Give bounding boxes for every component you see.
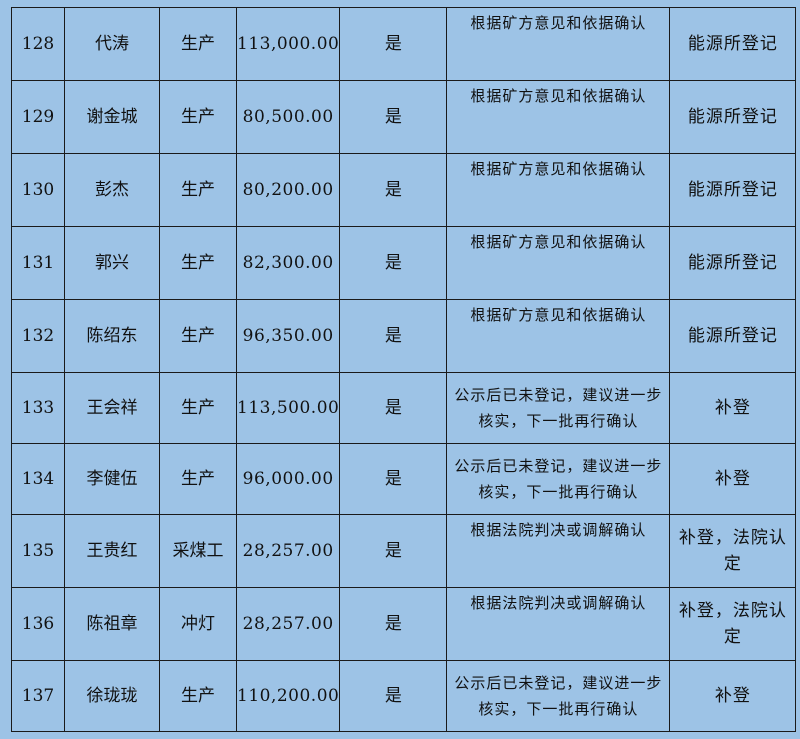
- cell-note: 根据法院判决或调解确认: [446, 587, 671, 661]
- table-row: 128 代涛 生产 113,000.00 是根据矿方意见和依据确认 能源所登记: [11, 7, 797, 81]
- cell-confirmed-flag: 是: [339, 372, 448, 444]
- cell-row-number: 134: [11, 443, 65, 515]
- cell-amount: 110,200.00: [235, 660, 341, 732]
- table-row: 136 陈祖章 冲灯 28,257.00 是根据法院判决或调解确认 补登，法院认定: [11, 587, 797, 661]
- cell-row-number: 133: [11, 372, 65, 444]
- cell-person-name: 郭兴: [64, 226, 160, 300]
- cell-confirmed-flag: 是: [339, 153, 448, 227]
- cell-note: 根据矿方意见和依据确认: [446, 299, 671, 373]
- cell-remark: 能源所登记: [669, 226, 797, 300]
- cell-job-type: 生产: [159, 226, 237, 300]
- cell-job-type: 生产: [159, 372, 237, 444]
- cell-job-type: 生产: [159, 7, 237, 81]
- cell-note: 根据矿方意见和依据确认: [446, 153, 671, 227]
- cell-job-type: 采煤工: [159, 514, 237, 588]
- cell-row-number: 137: [11, 660, 65, 732]
- table-row: 130 彭杰 生产 80,200.00 是根据矿方意见和依据确认 能源所登记: [11, 153, 797, 227]
- cell-note: 根据矿方意见和依据确认: [446, 226, 671, 300]
- cell-job-type: 生产: [159, 299, 237, 373]
- cell-confirmed-flag: 是: [339, 7, 448, 81]
- cell-note: 公示后已未登记，建议进一步核实，下一批再行确认: [446, 660, 671, 732]
- cell-confirmed-flag: 是: [339, 587, 448, 661]
- cell-amount: 96,350.00: [235, 299, 341, 373]
- cell-row-number: 129: [11, 80, 65, 154]
- cell-row-number: 132: [11, 299, 65, 373]
- table-row: 132 陈绍东 生产 96,350.00 是根据矿方意见和依据确认 能源所登记: [11, 299, 797, 373]
- cell-remark: 补登: [669, 660, 797, 732]
- cell-amount: 113,500.00: [235, 372, 341, 444]
- cell-row-number: 130: [11, 153, 65, 227]
- cell-note: 公示后已未登记，建议进一步核实，下一批再行确认: [446, 372, 671, 444]
- cell-amount: 28,257.00: [235, 514, 341, 588]
- cell-amount: 80,500.00: [235, 80, 341, 154]
- cell-amount: 113,000.00: [235, 7, 341, 81]
- cell-person-name: 彭杰: [64, 153, 160, 227]
- table-row: 131 郭兴 生产 82,300.00 是根据矿方意见和依据确认 能源所登记: [11, 226, 797, 300]
- table-row: 134 李健伍 生产 96,000.00 是公示后已未登记，建议进一步核实，下一批再行确…: [11, 443, 797, 515]
- table-row: 137 徐珑珑 生产 110,200.00 是公示后已未登记，建议进一步核实，下一批再行…: [11, 660, 797, 732]
- cell-note: 根据矿方意见和依据确认: [446, 80, 671, 154]
- cell-job-type: 生产: [159, 660, 237, 732]
- table-row: 133 王会祥 生产 113,500.00 是公示后已未登记，建议进一步核实，下一批再行…: [11, 372, 797, 444]
- cell-person-name: 陈绍东: [64, 299, 160, 373]
- cell-remark: 补登: [669, 372, 797, 444]
- cell-remark: 补登: [669, 443, 797, 515]
- cell-amount: 82,300.00: [235, 226, 341, 300]
- cell-confirmed-flag: 是: [339, 80, 448, 154]
- cell-row-number: 128: [11, 7, 65, 81]
- cell-remark: 能源所登记: [669, 80, 797, 154]
- cell-job-type: 冲灯: [159, 587, 237, 661]
- cell-remark: 能源所登记: [669, 299, 797, 373]
- cell-note: 公示后已未登记，建议进一步核实，下一批再行确认: [446, 443, 671, 515]
- cell-confirmed-flag: 是: [339, 443, 448, 515]
- cell-remark: 补登，法院认定: [669, 514, 797, 588]
- cell-job-type: 生产: [159, 80, 237, 154]
- cell-remark: 补登，法院认定: [669, 587, 797, 661]
- cell-person-name: 谢金城: [64, 80, 160, 154]
- cell-row-number: 136: [11, 587, 65, 661]
- cell-person-name: 徐珑珑: [64, 660, 160, 732]
- cell-row-number: 131: [11, 226, 65, 300]
- cell-person-name: 王会祥: [64, 372, 160, 444]
- cell-row-number: 135: [11, 514, 65, 588]
- cell-confirmed-flag: 是: [339, 299, 448, 373]
- cell-confirmed-flag: 是: [339, 660, 448, 732]
- cell-amount: 28,257.00: [235, 587, 341, 661]
- cell-confirmed-flag: 是: [339, 226, 448, 300]
- cell-amount: 80,200.00: [235, 153, 341, 227]
- cell-note: 根据法院判决或调解确认: [446, 514, 671, 588]
- cell-person-name: 李健伍: [64, 443, 160, 515]
- cell-amount: 96,000.00: [235, 443, 341, 515]
- cell-job-type: 生产: [159, 153, 237, 227]
- cell-confirmed-flag: 是: [339, 514, 448, 588]
- cell-person-name: 王贵红: [64, 514, 160, 588]
- table-row: 129 谢金城 生产 80,500.00 是根据矿方意见和依据确认 能源所登记: [11, 80, 797, 154]
- cell-person-name: 陈祖章: [64, 587, 160, 661]
- data-table: 128 代涛 生产 113,000.00 是根据矿方意见和依据确认 能源所登记 129 谢金城…: [11, 7, 797, 732]
- cell-remark: 能源所登记: [669, 153, 797, 227]
- cell-job-type: 生产: [159, 443, 237, 515]
- cell-note: 根据矿方意见和依据确认: [446, 7, 671, 81]
- table-row: 135 王贵红 采煤工 28,257.00 是根据法院判决或调解确认 补登，法院认定: [11, 514, 797, 588]
- cell-person-name: 代涛: [64, 7, 160, 81]
- cell-remark: 能源所登记: [669, 7, 797, 81]
